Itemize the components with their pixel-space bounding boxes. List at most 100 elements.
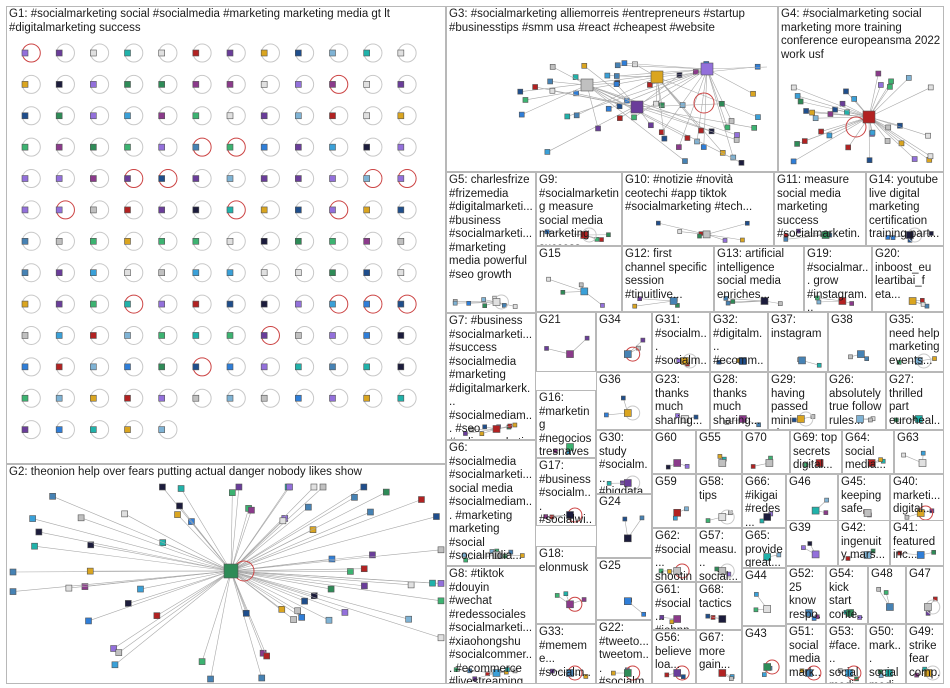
network-node (583, 674, 589, 679)
group-panel-g63: G63 (894, 430, 944, 474)
group-label: G44 (745, 570, 767, 582)
network-node (717, 454, 723, 459)
group-network-g61 (659, 615, 682, 625)
network-node (866, 157, 873, 163)
group-network-g5 (452, 294, 518, 310)
network-node (397, 175, 405, 182)
hub-node (566, 669, 574, 677)
group-label: G17: #business #socialm... #socialwi... … (539, 460, 593, 526)
network-node (90, 238, 97, 245)
group-label: G25 (599, 560, 621, 572)
network-node (894, 417, 899, 423)
hub-node (916, 509, 925, 517)
network-node (843, 88, 849, 95)
hub-node (739, 415, 747, 423)
network-node (875, 70, 882, 77)
network-node (502, 553, 508, 559)
network-node (868, 417, 873, 423)
network-edge (210, 570, 232, 680)
network-node (790, 158, 797, 165)
group-panel-g42: G42: ingenuity mars... (838, 520, 890, 566)
network-node (730, 299, 736, 304)
network-node (124, 206, 131, 214)
network-node (783, 237, 789, 242)
group-panel-g11: G11: measure social media marketing succ… (774, 172, 866, 246)
network-node (192, 238, 200, 245)
group-network-g55 (717, 454, 727, 467)
group-label: G55 (699, 432, 721, 444)
group-network-g27 (894, 415, 923, 423)
group-label: G32: #digitalm... #ecomm... #mcomm... (713, 314, 764, 371)
network-node (887, 84, 893, 90)
network-node (226, 238, 234, 245)
network-edge (634, 300, 674, 307)
network-edge (547, 68, 708, 153)
group-label: G52: 25 know respo... (789, 568, 821, 623)
network-node (512, 304, 518, 309)
network-node (360, 565, 368, 573)
network-node (884, 138, 891, 144)
group-label: G13: artificial intelligence social medi… (717, 248, 785, 301)
network-node (235, 483, 243, 491)
network-node (466, 300, 472, 306)
network-node (700, 144, 707, 150)
network-node (632, 303, 638, 309)
hub-node (763, 663, 772, 671)
network-edge (230, 570, 433, 584)
network-node (327, 585, 335, 593)
network-node (397, 112, 405, 120)
network-node (367, 508, 374, 516)
network-node (295, 363, 302, 371)
network-node (637, 296, 642, 302)
network-node (519, 553, 525, 558)
network-node (397, 269, 405, 276)
network-node (837, 668, 843, 674)
network-node (405, 615, 412, 623)
network-edge (608, 68, 708, 110)
hub-node (856, 415, 864, 423)
group-panel-g30: G30: study #socialm... #bigdata... (596, 430, 652, 494)
network-node (397, 363, 405, 371)
network-node (347, 568, 354, 575)
network-node (192, 394, 200, 402)
network-edge (785, 234, 826, 240)
network-node (295, 332, 302, 339)
network-node (801, 545, 806, 550)
network-node (794, 141, 800, 147)
network-node (549, 64, 556, 70)
network-node (639, 515, 645, 521)
group-network-g11 (783, 228, 833, 242)
network-node (363, 143, 370, 151)
hub-node (681, 415, 689, 423)
network-node (914, 672, 919, 678)
network-node (21, 49, 29, 57)
network-edge (230, 549, 442, 572)
network-edge (34, 545, 232, 572)
network-node (659, 615, 665, 620)
network-node (260, 49, 268, 57)
group-panel-g4: G4: #socialmarketing social marketing mo… (778, 6, 944, 172)
network-edge (468, 301, 497, 304)
network-node (90, 269, 97, 276)
network-node (279, 517, 287, 525)
network-node (329, 112, 336, 120)
network-node (896, 360, 902, 365)
network-node (518, 111, 525, 118)
hub-node (623, 409, 632, 417)
network-edge (868, 116, 930, 161)
network-node (632, 61, 638, 68)
network-node (158, 332, 165, 339)
network-edge (38, 531, 232, 572)
network-node (158, 112, 165, 120)
hub-node (797, 415, 805, 423)
hub-node (821, 231, 830, 239)
network-edge (586, 84, 738, 136)
network-edge (230, 486, 364, 572)
group-network-g62 (658, 563, 690, 579)
network-node (815, 295, 820, 301)
network-node (876, 586, 881, 592)
network-node (137, 585, 144, 593)
network-node (382, 488, 390, 496)
network-node (363, 269, 370, 276)
network-node (226, 332, 234, 339)
